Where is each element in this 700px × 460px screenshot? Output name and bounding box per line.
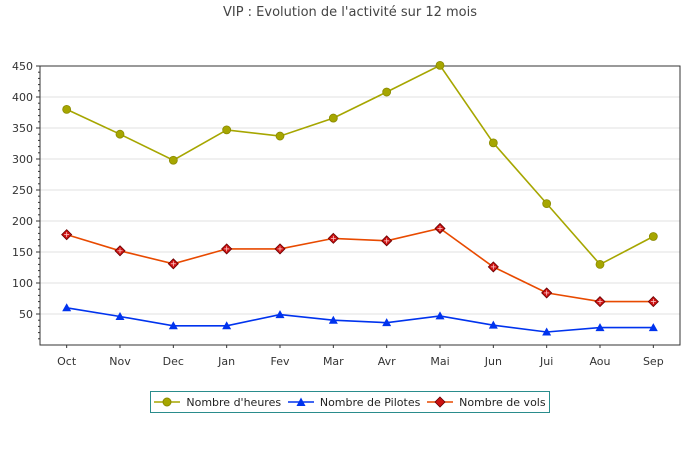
axes: 50 100 150 200 250 300 350 400 450 Oct Nov Dec Jan Fe… <box>12 60 664 368</box>
series-1 <box>62 60 658 269</box>
grid-lines <box>40 65 680 315</box>
legend-label-heures: Nombre d'heures <box>186 395 282 409</box>
data-point <box>168 155 178 165</box>
legend-label-vols: Nombre de vols <box>459 395 546 409</box>
series-lines <box>61 60 659 336</box>
chart-title: VIP : Evolution de l'activité sur 12 moi… <box>222 5 478 20</box>
y-tick-label: 450 <box>12 60 33 73</box>
legend-item-heures: Nombre d'heures <box>154 396 281 409</box>
series-line <box>66 307 654 333</box>
data-point <box>62 105 72 114</box>
legend-marker-vols-icon <box>427 396 454 408</box>
line-chart: 50 100 150 200 250 300 350 400 450 Oct Nov Dec Jan Fe… <box>12 60 681 368</box>
plot-area <box>39 65 681 346</box>
data-point <box>595 323 605 332</box>
legend-item-vols: Nombre de vols <box>427 395 546 409</box>
data-point <box>382 318 392 327</box>
series-line <box>66 227 654 303</box>
data-point <box>435 311 445 320</box>
x-tick-label: Nov <box>109 355 131 368</box>
x-tick-label: Sep <box>643 355 664 368</box>
legend-item-pilotes: Nombre de Pilotes <box>287 395 421 409</box>
series-2 <box>62 303 658 336</box>
y-tick-label: 400 <box>12 91 33 104</box>
data-point <box>435 60 445 70</box>
x-tick-label: Avr <box>378 355 396 368</box>
data-point <box>595 259 605 269</box>
x-tick-label: Mai <box>430 355 449 368</box>
data-point <box>382 87 392 97</box>
x-tick-label: Oct <box>57 355 77 368</box>
series-line <box>66 64 654 266</box>
data-point <box>328 315 338 324</box>
x-tick-label: Jui <box>539 355 553 368</box>
legend-label-pilotes: Nombre de Pilotes <box>319 395 421 409</box>
y-tick-label: 300 <box>12 153 33 166</box>
y-tick-label: 250 <box>12 184 33 197</box>
legend-marker-pilotes-icon <box>287 397 314 406</box>
data-point <box>275 310 285 319</box>
data-point <box>115 129 125 139</box>
y-tick-label: 50 <box>19 308 33 321</box>
x-tick-label: Jan <box>217 355 235 368</box>
data-point <box>168 321 178 330</box>
data-point <box>648 323 658 332</box>
data-point <box>328 113 338 123</box>
y-tick-label: 150 <box>12 246 33 259</box>
legend-marker-heures-icon <box>154 397 181 407</box>
x-tick-label: Jun <box>484 355 502 368</box>
x-tick-label: Dec <box>163 355 184 368</box>
data-point <box>222 321 232 330</box>
x-tick-label: Fev <box>270 355 289 368</box>
data-point <box>222 125 232 135</box>
data-point <box>648 232 658 241</box>
data-point <box>542 199 552 209</box>
y-tick-label: 100 <box>12 277 33 290</box>
data-point <box>542 327 552 336</box>
data-point <box>115 311 125 320</box>
data-point <box>488 138 498 148</box>
x-tick-label: Mar <box>323 355 344 368</box>
data-point <box>275 131 285 141</box>
y-tick-label: 350 <box>12 122 33 135</box>
x-tick-label: Aou <box>589 355 610 368</box>
y-tick-label: 200 <box>12 215 33 228</box>
series-3 <box>61 222 659 308</box>
data-point <box>62 303 72 312</box>
legend: Nombre d'heures Nombre de Pilotes Nombre… <box>150 391 550 413</box>
data-point <box>488 320 498 329</box>
